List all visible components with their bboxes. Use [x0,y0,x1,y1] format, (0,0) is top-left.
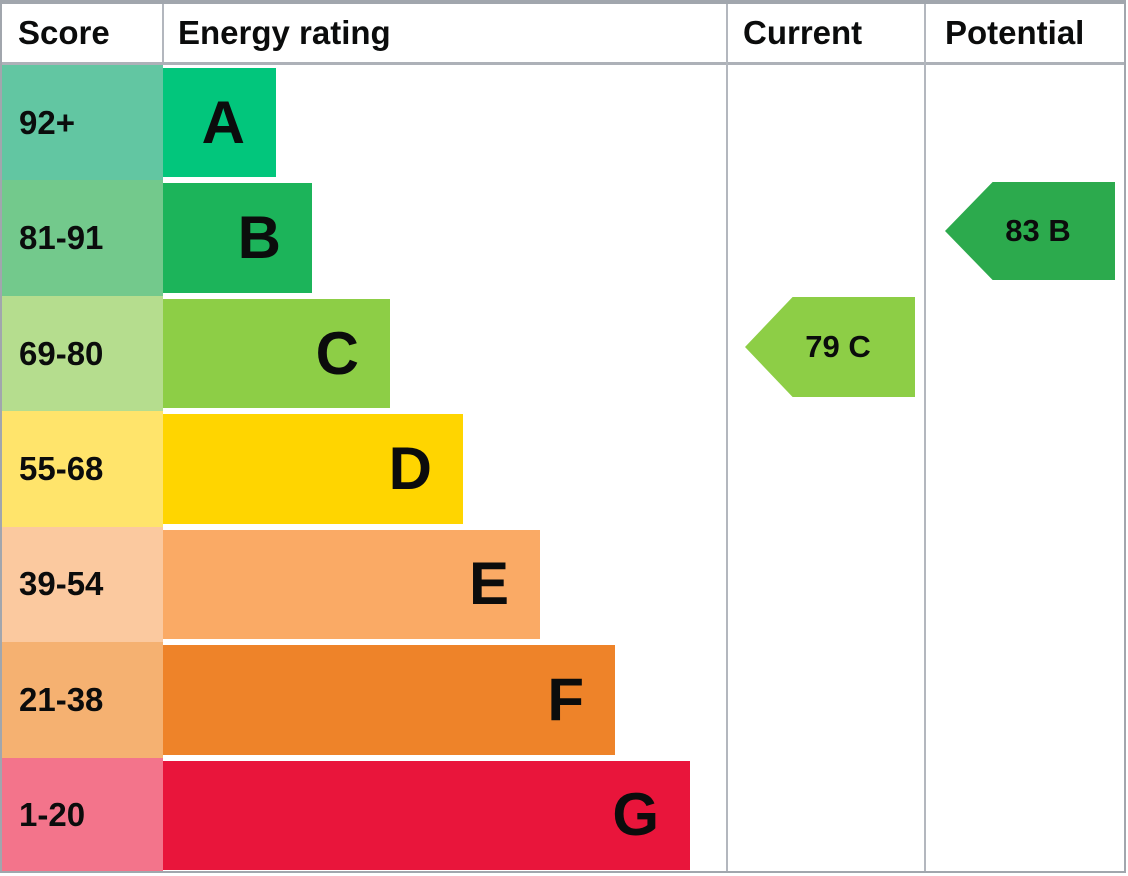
rating-letter: E [468,550,509,618]
header-divider-line [0,62,1126,65]
score-range-label: 92+ [2,65,163,181]
score-range-label: 55-68 [2,411,163,527]
band-row-a: 92+ A [2,65,1124,181]
score-range-label: 21-38 [2,642,163,758]
rating-bar-g: G [163,760,690,870]
band-row-b: 81-91 B [2,180,1124,296]
band-row-e: 39-54 E [2,526,1124,643]
band-rows: 92+ A 81-91 B 69-80 C 55-68 D 39-54 E 21… [2,65,1124,873]
potential-rating-arrow: 83 B [945,182,1115,280]
band-row-g: 1-20 G [2,757,1124,873]
band-row-d: 55-68 D [2,411,1124,527]
potential-column-divider [924,4,926,871]
rating-bar-e: E [163,529,540,640]
score-range-label: 69-80 [2,295,163,412]
rating-bar-f: F [163,645,615,755]
rating-letter: G [612,781,659,849]
score-range-label: 81-91 [2,180,163,296]
rating-letter: B [237,204,281,272]
score-column-divider [162,4,164,62]
header-score-label: Score [18,14,110,51]
band-row-c: 69-80 C [2,295,1124,412]
current-rating-value: 79 C [805,329,871,364]
rating-bar-d: D [163,414,463,524]
rating-letter: D [388,434,432,502]
band-row-f: 21-38 F [2,642,1124,758]
rating-bar-b: B [163,183,312,293]
score-range-label: 39-54 [2,526,163,643]
current-column-divider [726,4,728,871]
potential-rating-value: 83 B [1005,213,1071,248]
score-range-label: 1-20 [2,757,163,873]
header-potential-label: Potential [945,14,1085,51]
header-energy-rating-label: Energy rating [178,14,391,51]
chart-header: Score Energy rating Current Potential [2,4,1124,62]
rating-letter: C [315,319,359,387]
header-current-label: Current [743,14,863,51]
rating-bar-a: A [163,68,276,178]
rating-letter: F [547,665,584,733]
rating-bar-c: C [163,298,390,409]
rating-letter: A [201,88,245,156]
